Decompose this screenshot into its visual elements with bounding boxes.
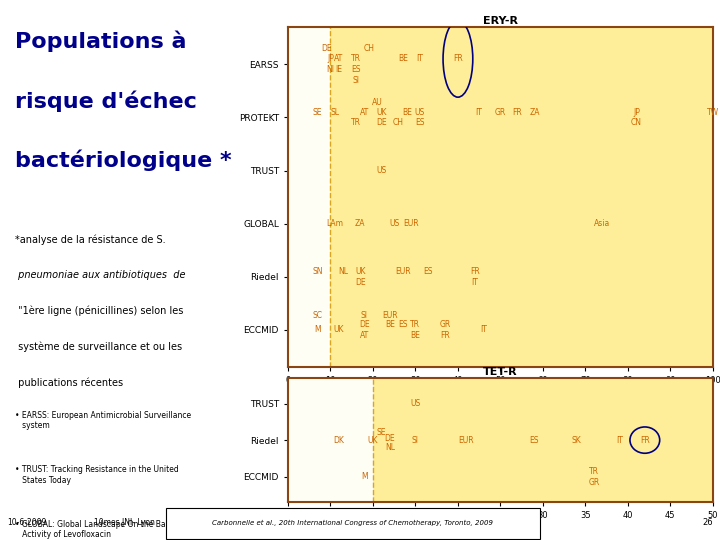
Text: ES: ES [530,436,539,444]
Text: CH: CH [393,118,404,127]
Text: ZA: ZA [355,219,366,228]
Text: FR: FR [640,436,649,444]
Text: ES: ES [351,65,361,74]
Bar [373,378,713,502]
Text: ES: ES [398,320,408,329]
Text: "1ère ligne (pénicillines) selon les: "1ère ligne (pénicillines) selon les [15,306,184,316]
Text: FR: FR [470,267,480,276]
Text: publications récentes: publications récentes [15,377,124,388]
Text: BE: BE [385,320,395,329]
Title: TET-R: TET-R [483,367,518,377]
Text: TR: TR [589,467,599,476]
Text: IE: IE [336,65,343,74]
Text: SI: SI [412,436,419,444]
Text: SE: SE [313,107,323,117]
Title: ERY-R: ERY-R [483,16,518,26]
Text: SI: SI [353,76,359,85]
Text: LAm: LAm [326,219,343,228]
Text: IT: IT [480,326,487,334]
Text: TR: TR [351,118,361,127]
Text: GR: GR [495,107,506,117]
Text: EUR: EUR [382,310,397,320]
Text: FR: FR [453,55,463,63]
Text: M: M [315,326,321,334]
Text: US: US [415,107,425,117]
Text: AU: AU [372,98,382,107]
Text: *analyse de la résistance de S.: *analyse de la résistance de S. [15,234,166,245]
Text: JP: JP [633,107,640,117]
Text: • EARSS: European Antimicrobial Surveillance
   system: • EARSS: European Antimicrobial Surveill… [15,411,192,430]
Text: DE: DE [355,278,366,287]
Text: FR: FR [441,331,450,340]
Text: Populations à: Populations à [15,31,187,52]
Text: JP: JP [327,55,334,63]
Text: TR: TR [410,320,420,329]
Text: SK: SK [572,436,582,444]
Text: EUR: EUR [403,219,419,228]
Text: UK: UK [368,436,378,444]
Text: CN: CN [631,118,642,127]
Text: SE: SE [377,428,386,437]
Text: IT: IT [476,107,482,117]
Text: ES: ES [423,267,433,276]
Bar [288,27,330,367]
Text: DK: DK [333,436,344,444]
Text: système de surveillance et ou les: système de surveillance et ou les [15,342,183,352]
Text: EUR: EUR [459,436,474,444]
Text: UK: UK [355,267,366,276]
Text: IT: IT [416,55,423,63]
Text: CH: CH [363,44,374,53]
Text: • TRUST: Tracking Resistance in the United
   States Today: • TRUST: Tracking Resistance in the Unit… [15,465,179,485]
Text: US: US [410,399,420,408]
Text: GR: GR [588,477,600,487]
FancyBboxPatch shape [166,508,540,539]
Text: US: US [377,166,387,175]
Text: bactériologique *: bactériologique * [15,150,232,171]
Text: AT: AT [360,107,369,117]
Text: IT: IT [472,278,478,287]
Text: GR: GR [439,320,451,329]
Text: ZA: ZA [529,107,539,117]
Text: US: US [389,219,400,228]
X-axis label: % of isolates: % of isolates [472,523,529,532]
Text: ES: ES [415,118,424,127]
Bar [288,378,373,502]
Text: TW: TW [707,107,719,117]
Text: 10-6-2009: 10-6-2009 [7,518,47,527]
Text: AT: AT [334,55,343,63]
Text: TR: TR [351,55,361,63]
Text: DE: DE [321,44,331,53]
Text: SN: SN [312,267,323,276]
Text: DE: DE [384,434,395,443]
Text: FR: FR [513,107,522,117]
Text: DE: DE [359,320,370,329]
Text: SL: SL [330,107,339,117]
Text: AT: AT [360,331,369,340]
Text: Carbonnelle et al., 20th International Congress of Chemotherapy, Toronto, 2009: Carbonnelle et al., 20th International C… [212,519,493,525]
X-axis label: % of isolates: % of isolates [472,388,529,397]
Text: 10mes JNI- Lyon: 10mes JNI- Lyon [94,518,155,527]
Text: DE: DE [376,118,387,127]
Text: risque d'échec: risque d'échec [15,90,197,112]
Text: UK: UK [377,107,387,117]
Text: Asia: Asia [594,219,611,228]
Text: SC: SC [312,310,323,320]
Text: SI: SI [361,310,368,320]
Text: BE: BE [397,55,408,63]
Text: M: M [361,472,368,481]
Text: NI: NI [326,65,335,74]
Text: NL: NL [385,443,395,452]
Text: EUR: EUR [395,267,410,276]
Text: pneumoniae aux antibiotiques  de: pneumoniae aux antibiotiques de [15,270,186,280]
Text: IT: IT [616,436,623,444]
Text: BE: BE [402,107,412,117]
Text: BE: BE [410,331,420,340]
Text: UK: UK [334,326,344,334]
Text: NL: NL [338,267,348,276]
Text: 26: 26 [702,518,713,527]
Text: • GLOBAL: Global Landscape On the Bactericidal
   Activity of Levofloxacin: • GLOBAL: Global Landscape On the Bacter… [15,520,202,539]
